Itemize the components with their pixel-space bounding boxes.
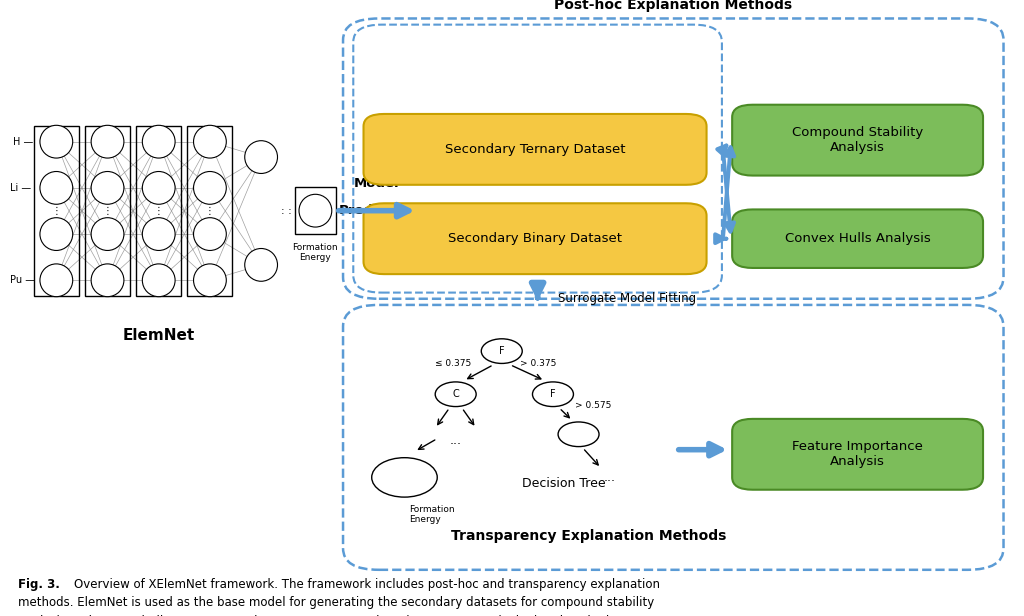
Ellipse shape (142, 264, 175, 297)
Bar (85, 126, 130, 296)
Text: Compound Stability
Analysis: Compound Stability Analysis (792, 126, 924, 154)
Text: Transparency Explanation Methods: Transparency Explanation Methods (452, 529, 726, 543)
Text: ⋮: ⋮ (154, 206, 164, 216)
Circle shape (532, 382, 573, 407)
Text: ⋮: ⋮ (51, 206, 61, 216)
Text: Convex Hulls Analysis: Convex Hulls Analysis (784, 232, 931, 245)
Text: F: F (499, 346, 505, 356)
Ellipse shape (194, 264, 226, 297)
Bar (187, 126, 232, 296)
Ellipse shape (40, 171, 73, 205)
Bar (34, 126, 79, 296)
Text: : :: : : (282, 206, 292, 216)
Text: Post-hoc Explanation Methods: Post-hoc Explanation Methods (554, 0, 793, 12)
Text: ≤ 0.375: ≤ 0.375 (435, 359, 471, 368)
Text: F: F (550, 389, 556, 399)
Circle shape (481, 339, 522, 363)
FancyBboxPatch shape (732, 105, 983, 176)
Text: ...: ... (603, 471, 615, 484)
Ellipse shape (142, 217, 175, 251)
Ellipse shape (194, 217, 226, 251)
Circle shape (372, 458, 437, 497)
Text: Surrogate Model Fitting: Surrogate Model Fitting (558, 292, 696, 306)
Text: Formation
Energy: Formation Energy (293, 243, 338, 262)
Text: analysis and convex hulls assessment.The transparency explanation component is d: analysis and convex hulls assessment.The… (18, 615, 653, 616)
Text: Li —: Li — (10, 183, 32, 193)
Text: C: C (453, 389, 459, 399)
FancyBboxPatch shape (732, 419, 983, 490)
Text: Fig. 3.: Fig. 3. (18, 578, 60, 591)
FancyBboxPatch shape (364, 114, 707, 185)
Text: ⋮: ⋮ (205, 206, 215, 216)
FancyBboxPatch shape (732, 209, 983, 268)
Ellipse shape (40, 264, 73, 297)
Ellipse shape (40, 125, 73, 158)
Ellipse shape (245, 140, 278, 174)
Text: methods. ElemNet is used as the base model for generating the secondary datasets: methods. ElemNet is used as the base mod… (18, 596, 654, 609)
Ellipse shape (91, 217, 124, 251)
Ellipse shape (40, 217, 73, 251)
Text: Decision Tree: Decision Tree (522, 477, 606, 490)
Text: ElemNet: ElemNet (123, 328, 195, 343)
Text: ...: ... (450, 434, 462, 447)
Bar (136, 126, 181, 296)
Bar (295, 187, 336, 234)
Ellipse shape (299, 194, 332, 227)
Text: Formation
Energy: Formation Energy (410, 505, 456, 524)
Ellipse shape (142, 125, 175, 158)
Ellipse shape (194, 171, 226, 205)
Text: Overview of XElemNet framework. The framework includes post-hoc and transparency: Overview of XElemNet framework. The fram… (74, 578, 659, 591)
Text: Secondary Binary Dataset: Secondary Binary Dataset (449, 232, 622, 245)
FancyBboxPatch shape (364, 203, 707, 274)
Ellipse shape (91, 264, 124, 297)
Text: Prediction: Prediction (338, 204, 416, 217)
Text: > 0.375: > 0.375 (520, 359, 557, 368)
Circle shape (435, 382, 476, 407)
Ellipse shape (245, 248, 278, 282)
Ellipse shape (142, 171, 175, 205)
Ellipse shape (194, 125, 226, 158)
Text: ⋮: ⋮ (102, 206, 113, 216)
Circle shape (558, 422, 599, 447)
Text: Secondary Ternary Dataset: Secondary Ternary Dataset (444, 143, 626, 156)
Ellipse shape (91, 125, 124, 158)
Text: Model: Model (354, 177, 399, 190)
Text: Feature Importance
Analysis: Feature Importance Analysis (793, 440, 923, 468)
Ellipse shape (91, 171, 124, 205)
Text: Pu —: Pu — (10, 275, 35, 285)
Text: H —: H — (13, 137, 34, 147)
Text: > 0.575: > 0.575 (575, 401, 612, 410)
